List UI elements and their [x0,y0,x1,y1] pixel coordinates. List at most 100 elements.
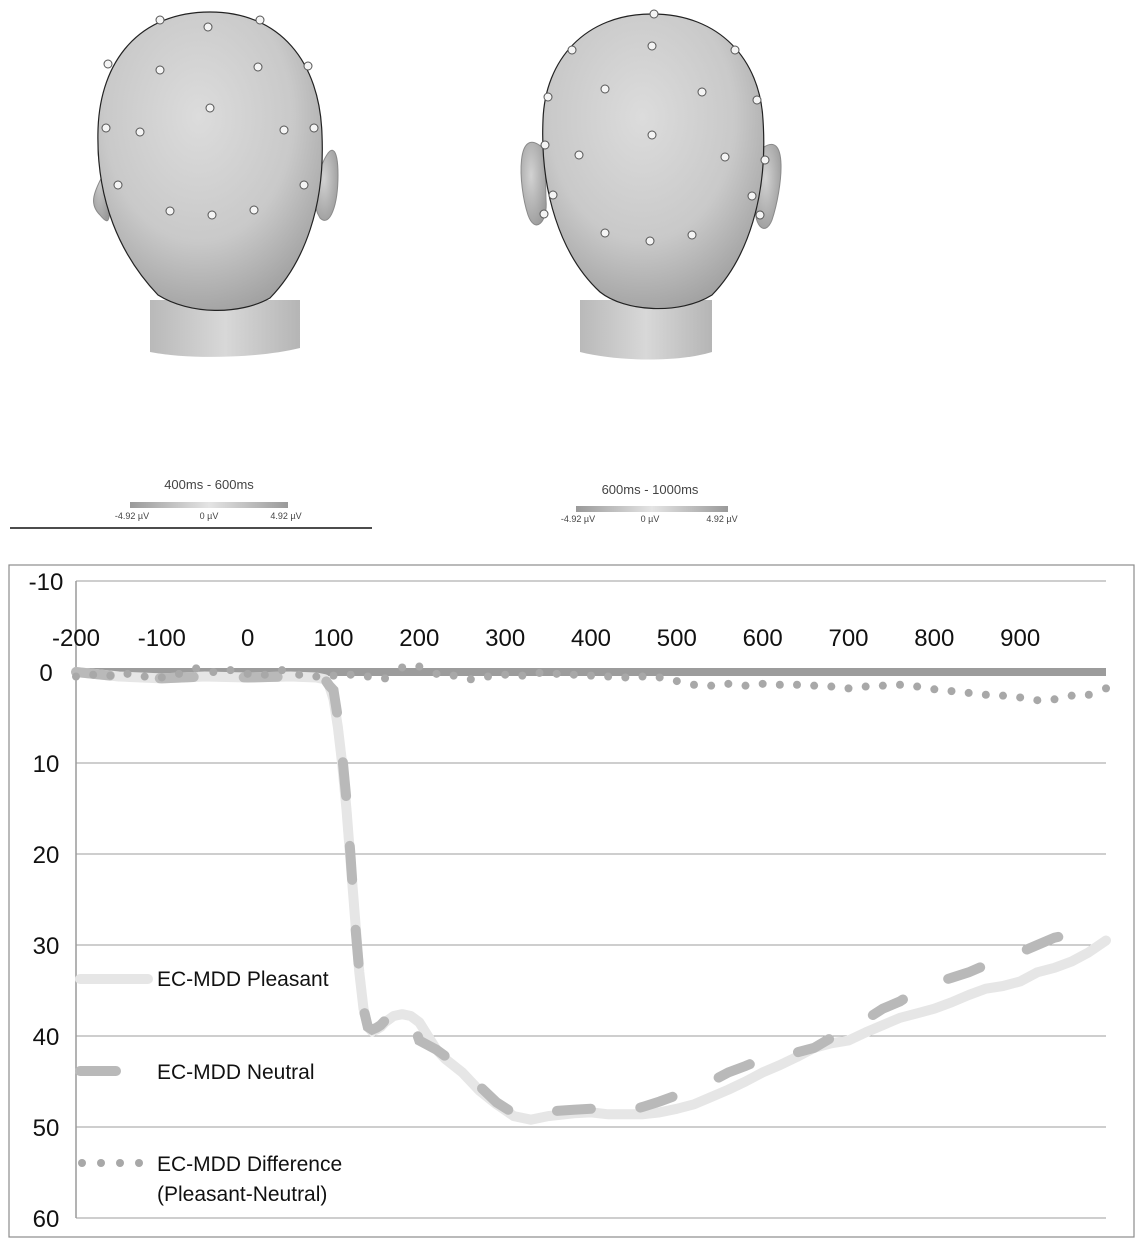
scale-min-label-1: -4.92 µV [115,511,149,521]
legend: EC-MDD Pleasant EC-MDD Neutral EC-MDD Di… [75,968,342,1206]
electrode-icon [649,9,659,19]
electrode-icon [165,206,175,216]
x-tick-label: 200 [399,625,439,652]
difference-point [89,670,98,679]
electrode-icon [303,61,313,71]
scalp-head-1 [93,11,339,357]
color-scale-2 [576,506,728,512]
electrode-icon [255,15,265,25]
x-tick-label: 400 [571,625,611,652]
x-tick-label: 700 [828,625,868,652]
scale-max-label-2: 4.92 µV [706,514,737,524]
difference-point [312,672,321,681]
difference-point [1016,693,1025,702]
neck-1 [150,300,300,357]
difference-point [621,673,630,682]
difference-point [518,671,527,680]
y-tick-label: 0 [39,660,52,687]
difference-point [260,670,269,679]
electrode-icon [203,22,213,32]
scale-zero-label-1: 0 µV [200,511,219,521]
scale-bar-1: 400ms - 600ms -4.92 µV 0 µV 4.92 µV [10,477,372,529]
difference-point [896,680,904,689]
difference-point [947,687,956,696]
difference-point [1033,696,1042,705]
time-window-label-1: 400ms - 600ms [164,477,254,492]
difference-point [913,682,922,691]
electrodes-head-2 [539,9,770,246]
electrode-icon [647,130,657,140]
difference-point [861,682,870,691]
x-tick-label: 900 [1000,625,1040,652]
difference-point [140,672,149,681]
scale-bar-2: 600ms - 1000ms -4.92 µV 0 µV 4.92 µV [561,482,738,524]
difference-point [432,669,441,678]
difference-point [999,691,1007,700]
electrode-icon [760,155,770,165]
electrode-icon [249,205,259,215]
electrode-icon [207,210,217,220]
difference-point [226,666,235,675]
electrode-icon [645,236,655,246]
x-tick-label: 800 [914,625,954,652]
difference-point [672,677,681,686]
difference-point [243,669,252,678]
electrode-icon [574,150,584,160]
legend-label-difference-line-2: (Pleasant-Neutral) [157,1183,327,1206]
y-tick-labels: -10 0 10 20 30 40 50 60 [29,569,64,1233]
difference-point [844,684,853,693]
difference-point [758,679,767,688]
y-tick-label: 40 [33,1024,60,1051]
x-tick-label: 100 [313,625,353,652]
electrode-icon [600,228,610,238]
series-line-pleasant [71,667,1111,1125]
scale-zero-label-2: 0 µV [641,514,660,524]
difference-point [72,672,80,681]
difference-point [175,669,183,678]
electrode-icon [720,152,730,162]
difference-point [569,670,578,679]
chart-border [8,564,1135,1238]
difference-point [793,680,801,689]
color-scale-1 [130,502,288,508]
electrode-icon [309,123,319,133]
electrode-icon [299,180,309,190]
electrode-icon [101,123,111,133]
difference-point [604,672,613,681]
electrode-icon [539,209,549,219]
difference-point [192,664,201,673]
x-tick-label: -200 [52,625,100,652]
electrodes-head-1 [101,15,319,220]
electrode-icon [747,191,757,201]
difference-point [552,669,561,678]
difference-point [466,675,475,684]
difference-point [878,681,887,690]
difference-point [295,670,304,679]
electrode-icon [279,125,289,135]
x-tick-label: 600 [743,625,783,652]
difference-point [346,670,355,679]
difference-point [209,668,218,676]
difference-point [157,673,166,682]
electrode-icon [567,45,577,55]
electrode-icon [543,92,553,102]
difference-point [741,681,750,690]
electrode-icon [755,210,765,220]
difference-point [587,671,595,680]
y-tick-label: 10 [33,751,60,778]
difference-point [981,690,990,699]
legend-label-neutral: EC-MDD Neutral [157,1061,315,1084]
difference-point [655,673,664,682]
electrode-icon [540,140,550,150]
y-tick-label: 60 [33,1206,60,1233]
electrode-icon [687,230,697,240]
electrode-icon [155,15,165,25]
difference-point [449,671,458,680]
difference-point [278,666,286,675]
legend-label-pleasant: EC-MDD Pleasant [157,968,329,991]
difference-point [964,688,973,697]
x-tick-label: -100 [138,625,186,652]
difference-point [501,670,510,679]
